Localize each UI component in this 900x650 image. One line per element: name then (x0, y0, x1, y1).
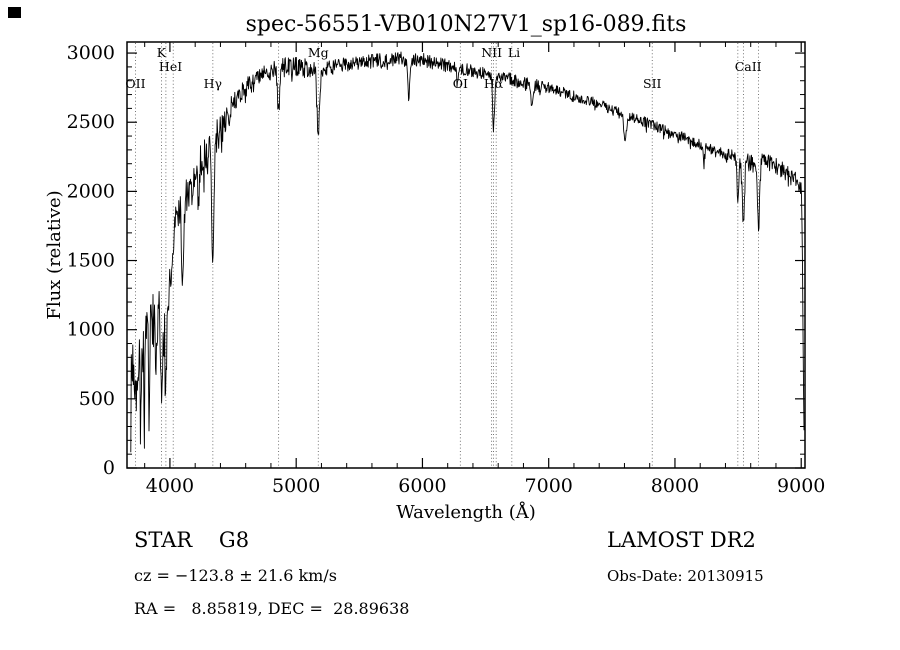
y-axis-label: Flux (relative) (44, 190, 65, 319)
spectral-line-label: NII (481, 45, 502, 60)
spectral-line-label: SII (643, 76, 662, 91)
plot-title: spec-56551-VB010N27V1_sp16-089.fits (246, 12, 687, 37)
spectral-line-label: K (157, 45, 167, 60)
y-tick-label: 1000 (67, 319, 115, 341)
y-tick-label: 2500 (67, 111, 115, 133)
spectral-line-label: OI (453, 76, 468, 91)
y-tick-label: 500 (79, 388, 115, 410)
x-tick-label: 9000 (777, 475, 825, 497)
spectral-line-label: Hα (484, 76, 504, 91)
spectral-line-label: CaII (735, 59, 762, 74)
radial-velocity-text: cz = −123.8 ± 21.6 km/s (134, 566, 337, 585)
spectral-line-label: Li (508, 45, 520, 60)
spectral-line-label: Hγ (204, 76, 222, 91)
spectral-line-label: HeI (159, 59, 182, 74)
y-tick-label: 0 (103, 457, 115, 479)
spectral-line-label: OII (125, 76, 145, 91)
spectrum-plot: 4000 5000 6000 7000 8000 9000 0 500 1000 1500 2000… (44, 12, 825, 523)
survey-release-text: LAMOST DR2 (607, 528, 756, 552)
x-tick-label: 6000 (398, 475, 446, 497)
object-class-text: STAR G8 (134, 528, 250, 552)
chart-layer: 4000 5000 6000 7000 8000 9000 0 500 1000 1500 2000… (67, 41, 825, 497)
obs-date-text: Obs-Date: 20130915 (607, 567, 764, 585)
spectral-line-label: Mg (308, 45, 329, 60)
ra-dec-text: RA = 8.85819, DEC = 28.89638 (134, 599, 410, 618)
spectrum-path (130, 51, 805, 453)
y-tick-label: 1500 (67, 250, 115, 272)
window-corner-mark (8, 7, 21, 18)
y-tick-label: 3000 (67, 42, 115, 64)
x-tick-label: 4000 (146, 475, 194, 497)
plot-frame (126, 41, 806, 469)
x-tick-label: 7000 (525, 475, 573, 497)
x-axis-label: Wavelength (Å) (396, 501, 536, 523)
x-tick-label: 5000 (272, 475, 320, 497)
x-tick-label: 8000 (651, 475, 699, 497)
y-tick-label: 2000 (67, 180, 115, 202)
